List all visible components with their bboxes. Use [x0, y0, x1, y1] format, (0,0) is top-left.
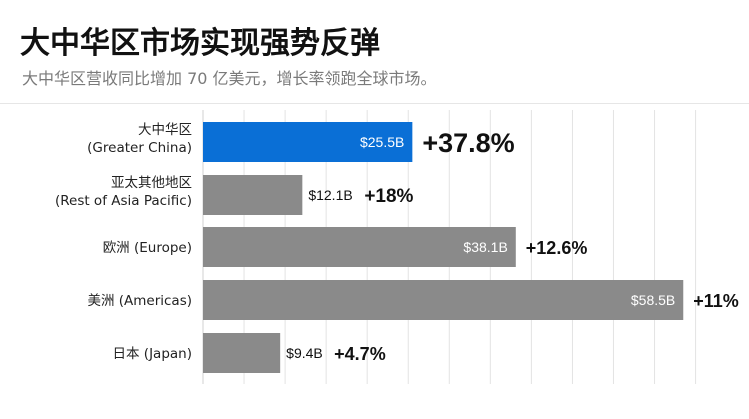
data-label: $38.1B	[463, 239, 507, 255]
category-label: (Rest of Asia Pacific)	[55, 193, 192, 209]
category-label: (Greater China)	[87, 140, 192, 156]
bar	[203, 122, 413, 162]
growth-label: +4.7%	[334, 344, 386, 364]
chart-title: 大中华区市场实现强势反弹	[20, 26, 380, 61]
bar	[203, 333, 281, 373]
category-label: 欧洲 (Europe)	[103, 240, 192, 256]
bar	[203, 175, 303, 215]
data-label: $12.1B	[308, 187, 352, 203]
growth-label: +12.6%	[526, 238, 588, 258]
growth-label: +37.8%	[422, 128, 514, 158]
growth-label: +11%	[693, 291, 739, 311]
data-label: $9.4B	[286, 345, 323, 361]
header-divider	[0, 103, 749, 104]
category-label: 亚太其他地区	[111, 175, 192, 191]
data-label: $58.5B	[631, 292, 675, 308]
category-label: 美洲 (Americas)	[87, 293, 192, 309]
category-label: 大中华区	[138, 122, 192, 138]
chart-subtitle: 大中华区营收同比增加 70 亿美元，增长率领跑全球市场。	[22, 69, 437, 88]
growth-label: +18%	[364, 186, 413, 207]
bar	[203, 227, 516, 267]
data-label: $25.5B	[360, 134, 404, 150]
category-label: 日本 (Japan)	[113, 346, 192, 362]
bar	[203, 280, 684, 320]
